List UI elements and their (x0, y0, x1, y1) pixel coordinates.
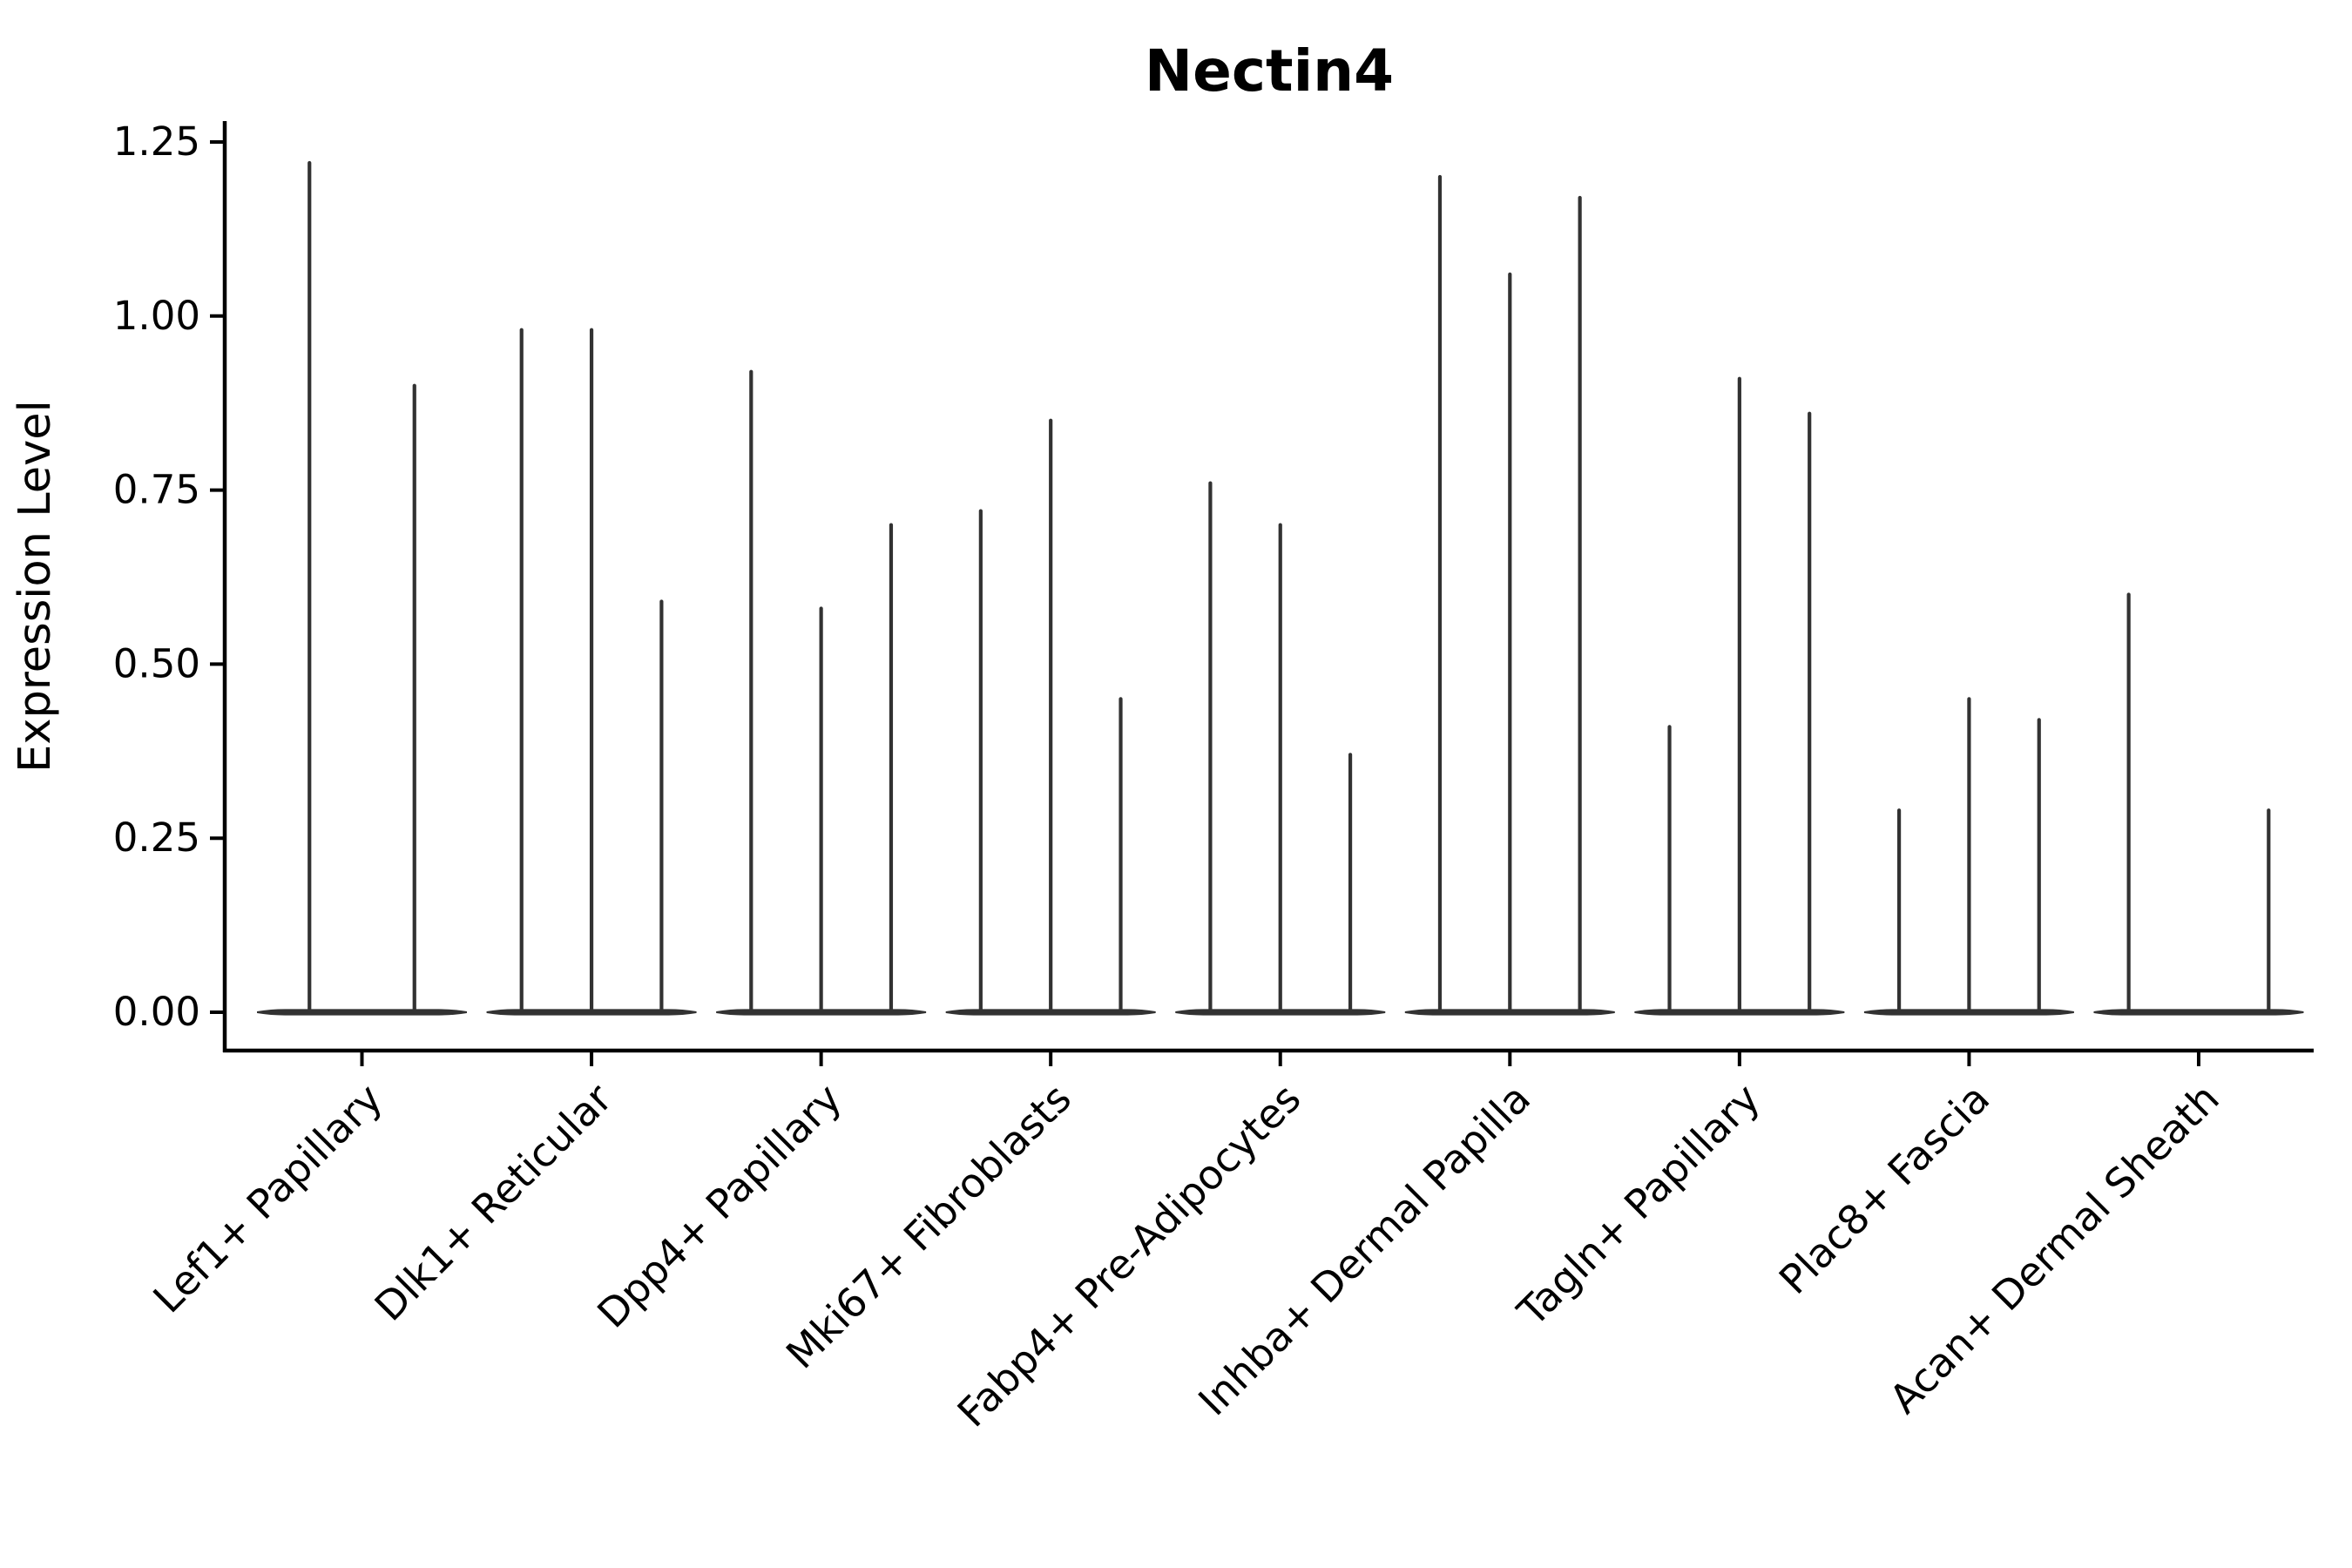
x-tick-label: Tagln+ Papillary (1508, 1075, 1769, 1336)
violins-layer (257, 160, 2304, 1016)
x-tick-label: Dpp4+ Papillary (588, 1075, 850, 1337)
violin-baseline (257, 1009, 467, 1016)
x-tick-label: Dlk1+ Reticular (366, 1075, 621, 1330)
y-axis-label: Expression Level (10, 400, 61, 773)
violin-group (486, 328, 697, 1016)
violin-group (1404, 174, 1615, 1016)
violin-group (945, 418, 1156, 1016)
chart-title: Nectin4 (1145, 37, 1394, 105)
violin-group (1175, 481, 1386, 1016)
y-tick-label: 0.25 (113, 814, 200, 861)
violin-group (1634, 376, 1845, 1016)
y-tick-label: 1.00 (113, 293, 200, 339)
y-tick-label: 0.00 (113, 989, 200, 1035)
violin-baseline (2093, 1009, 2304, 1016)
violin-group (716, 369, 927, 1016)
y-tick-label: 0.50 (113, 640, 200, 686)
violin-group (257, 160, 467, 1016)
y-tick-label: 0.75 (113, 467, 200, 513)
violin-group (2093, 592, 2304, 1016)
y-tick-label: 1.25 (113, 118, 200, 165)
y-axis-ticks: 0.00 0.25 0.50 0.75 1.00 1.25 (113, 118, 225, 1035)
x-tick-label: Plac8+ Fascia (1770, 1075, 1998, 1303)
x-tick-label: Lef1+ Papillary (144, 1075, 391, 1322)
axes-spines (222, 121, 2314, 1053)
violin-group (1863, 697, 2074, 1016)
